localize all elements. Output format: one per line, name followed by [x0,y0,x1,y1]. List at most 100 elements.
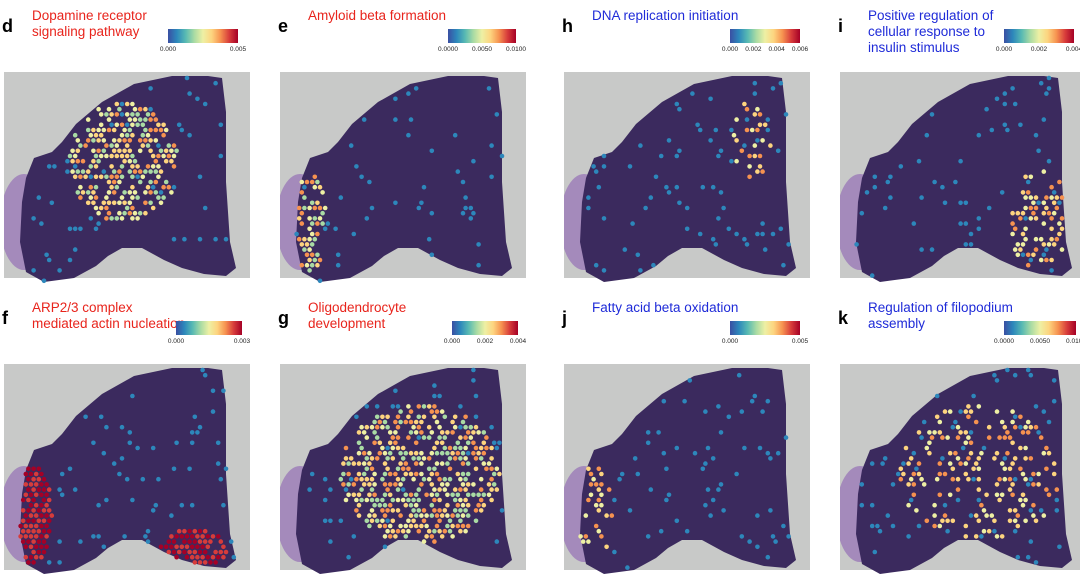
expression-spot [450,492,455,498]
colorbar [176,321,242,335]
expression-spot [937,461,943,466]
expression-spot [775,450,781,456]
expression-spot [1031,482,1036,487]
expression-spot [382,482,388,487]
expression-spot [1010,419,1015,425]
expression-spot [1033,132,1039,138]
expression-spot [786,242,791,247]
expression-spot [1057,200,1062,206]
expression-spot [439,534,445,539]
expression-spot [39,534,44,539]
expression-spot [338,476,344,482]
expression-spot [91,138,96,143]
expression-spot [1023,205,1028,211]
expression-spot [174,440,179,446]
expression-spot [445,461,450,466]
expression-spot [997,497,1002,503]
brain-section [20,368,236,574]
expression-spot [317,205,323,211]
expression-spot [130,132,135,138]
expression-spot [106,127,112,133]
expression-spot [189,544,195,550]
expression-spot [75,190,81,195]
colorbar [452,321,518,335]
expression-spot [1041,409,1047,414]
expression-spot [202,205,208,211]
panel-title-line: signaling pathway [32,24,140,39]
expression-spot [200,544,205,550]
expression-spot [88,132,94,138]
expression-spot [697,231,703,237]
expression-spot [426,404,432,409]
expression-spot [625,565,630,570]
expression-spot [705,487,711,492]
expression-spot [1018,424,1023,430]
expression-spot [325,221,331,226]
expression-spot [940,435,945,440]
expression-spot [911,221,917,226]
expression-spot [80,158,86,164]
expression-spot [752,393,758,399]
expression-spot [460,461,466,466]
expression-spot [583,513,589,518]
expression-spot [674,518,680,524]
expression-spot [39,471,44,477]
expression-spot [390,456,396,461]
expression-spot [296,236,302,242]
expression-spot [91,200,96,206]
expression-spot [906,502,911,508]
expression-spot [98,153,104,159]
expression-spot [390,445,396,451]
expression-spot [416,487,422,492]
expression-spot [1012,528,1018,534]
expression-spot [117,148,122,154]
expression-spot [189,440,195,446]
expression-spot [903,445,909,451]
expression-spot [369,205,375,211]
expression-spot [302,184,307,190]
expression-spot [869,461,875,466]
expression-spot [1010,231,1015,237]
expression-spot [968,440,974,446]
expression-spot [215,534,221,539]
expression-spot [210,534,216,539]
expression-spot [192,539,198,544]
expression-spot [114,216,120,221]
expression-spot [341,482,346,487]
expression-spot [963,242,969,247]
expression-spot [1033,424,1039,430]
expression-spot [36,528,42,534]
expression-spot [111,138,117,143]
expression-spot [174,148,179,154]
expression-spot [458,445,463,451]
expression-spot [369,424,375,430]
expression-spot [927,450,932,456]
expression-spot [91,190,96,195]
expression-spot [403,471,409,477]
expression-spot [716,404,721,409]
expression-spot [41,549,47,555]
expression-spot [315,262,320,268]
expression-spot [760,169,765,174]
expression-spot [911,482,917,487]
expression-spot [411,424,416,430]
expression-spot [762,122,768,128]
expression-spot [760,138,765,143]
expression-spot [96,138,101,143]
spatial-tissue-map [840,72,1080,288]
expression-spot [179,534,185,539]
expression-spot [499,508,505,513]
expression-spot [187,132,192,138]
expression-spot [976,497,982,503]
expression-spot [333,226,338,232]
expression-spot [184,544,190,550]
expression-spot [307,216,312,221]
expression-spot [494,539,500,544]
expression-spot [984,513,989,518]
colorbar-tick-label: 0.005 [229,46,247,53]
expression-spot [963,461,969,466]
expression-spot [364,497,370,503]
expression-spot [393,534,398,539]
expression-spot [148,200,153,206]
colorbar-tick-label: 0.004 [1065,46,1080,53]
